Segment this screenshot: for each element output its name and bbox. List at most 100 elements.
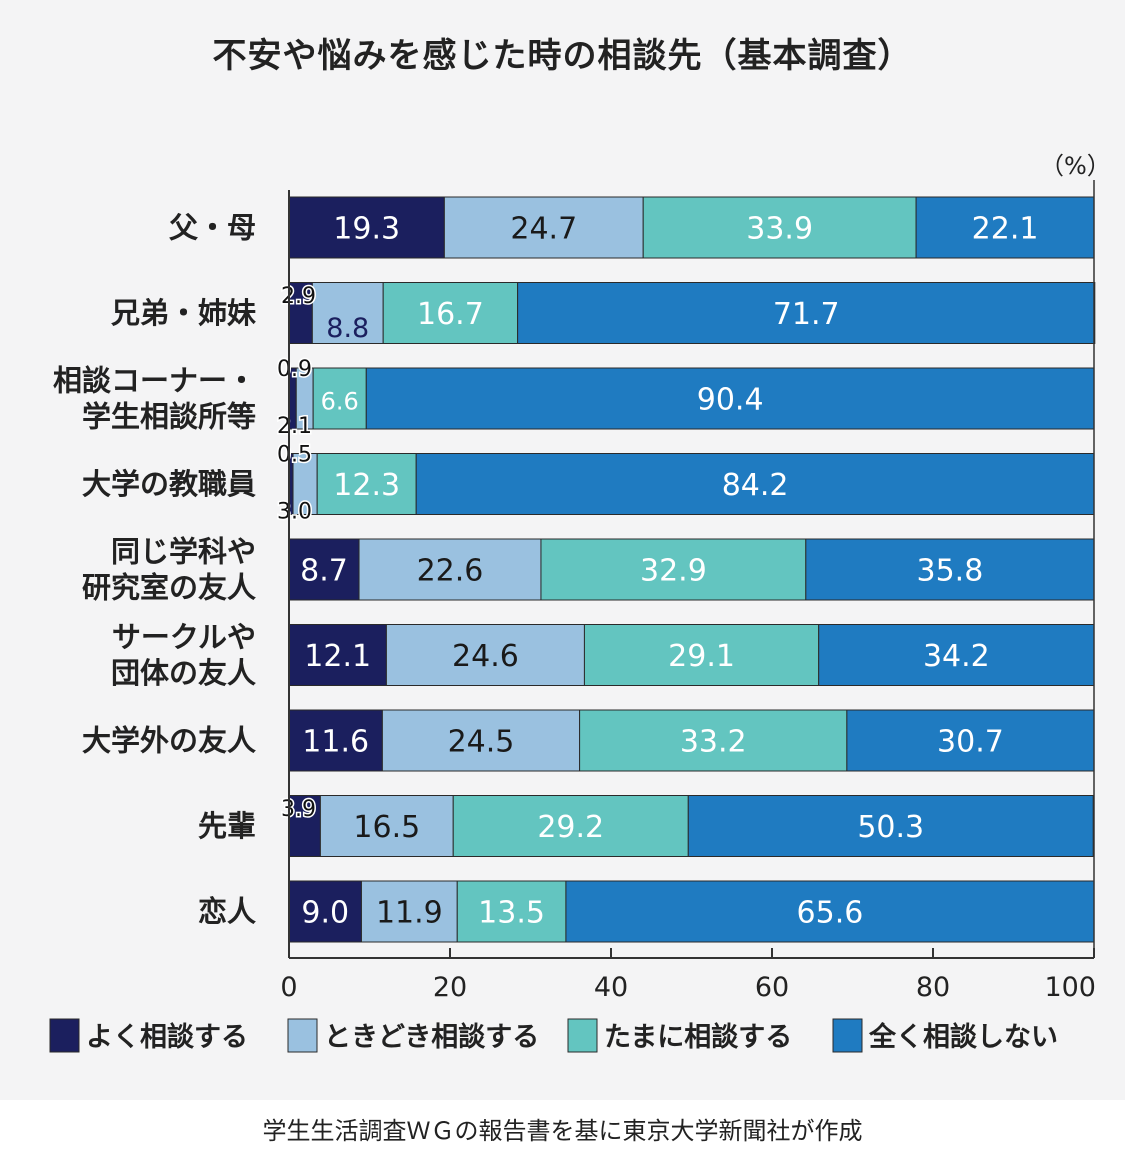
x-tick-label: 0 (280, 972, 297, 1003)
value-label: 33.9 (746, 212, 813, 247)
bar-segment (818, 624, 1095, 686)
x-tick-label: 80 (916, 972, 950, 1003)
legend-label: ときどき相談する (324, 1021, 539, 1053)
bar-segment (452, 795, 689, 857)
bar-segment (311, 282, 384, 344)
value-label: 65.6 (797, 896, 864, 931)
bar-segment (382, 282, 519, 344)
value-label: 24.5 (448, 725, 515, 760)
value-labels-layer: 19.3 24.7 33.9 22.1 2.9 8.8 16.7 71.7 0.9 2.1 6.6 9… (276, 212, 1039, 931)
bar-segment (583, 624, 820, 686)
value-label: 71.7 (773, 297, 840, 332)
value-label: 16.7 (417, 297, 484, 332)
value-label: 3.9 (281, 797, 316, 822)
unit-label: （%） (1040, 152, 1111, 180)
value-label: 34.2 (923, 639, 990, 674)
stacked-bar-chart: 19.3 24.7 33.9 22.1 2.9 8.8 16.7 71.7 0.9 2.1 6.6 9… (49, 180, 1096, 1053)
value-label: 35.8 (917, 554, 984, 589)
value-label: 9.0 (301, 896, 349, 931)
category-label: 学生相談所等 (82, 400, 256, 434)
bar-segment (443, 196, 644, 259)
source-note: 学生生活調査ＷＧの報告書を基に東京大学新聞社が作成 (262, 1117, 863, 1145)
value-label: 90.4 (697, 383, 764, 418)
category-label: 恋人 (198, 895, 256, 929)
bar-segment (358, 538, 542, 601)
bars-layer (288, 196, 1096, 943)
value-label: 0.9 (277, 357, 312, 382)
value-label: 22.6 (417, 554, 484, 589)
legend-label: たまに相談する (604, 1021, 792, 1053)
legend-swatch (287, 1018, 318, 1053)
category-labels-layer: 父・母兄弟・姉妹相談コーナー・学生相談所等大学の教職員同じ学科や研究室の友人サー… (53, 211, 256, 929)
bar-segment (288, 795, 321, 857)
value-label: 8.8 (326, 313, 369, 344)
bar-segment (579, 709, 848, 772)
legend-label: よく相談する (86, 1021, 248, 1053)
bar-segment (642, 196, 917, 259)
value-label: 11.9 (376, 896, 443, 931)
category-label: 先輩 (198, 809, 256, 843)
bar-segment (565, 880, 1095, 943)
bar-segment (288, 709, 383, 772)
value-label: 6.6 (321, 388, 359, 416)
x-tick-label: 100 (1044, 972, 1096, 1003)
bar-segment (365, 367, 1095, 430)
value-label: 12.3 (333, 468, 400, 503)
chart-title: 不安や悩みを感じた時の相談先（基本調査） (212, 36, 913, 76)
bar-segment (415, 453, 1095, 515)
x-axis: 0 20 40 60 80 100 (280, 180, 1096, 1003)
category-label: サークルや (112, 620, 256, 654)
category-label: 団体の友人 (111, 656, 256, 690)
bar-segment (288, 880, 362, 943)
bar-segment (517, 282, 1096, 344)
value-label: 16.5 (353, 810, 420, 845)
value-label: 3.0 (277, 500, 312, 525)
value-label: 8.7 (300, 554, 348, 589)
legend-swatch (567, 1018, 598, 1053)
value-label: 33.2 (680, 725, 747, 760)
value-label: 22.1 (972, 212, 1039, 247)
value-label: 29.1 (668, 639, 735, 674)
bar-segment (381, 709, 581, 772)
x-tick-label: 20 (433, 972, 467, 1003)
bar-segment (385, 624, 585, 686)
bar-segment (288, 538, 360, 601)
category-label: 大学の教職員 (82, 467, 256, 501)
x-tick-label: 40 (594, 972, 628, 1003)
x-tick-label: 60 (755, 972, 789, 1003)
bar-segment (687, 795, 1094, 857)
value-label: 2.9 (281, 284, 316, 309)
value-label: 2.1 (277, 414, 312, 439)
category-label: 兄弟・姉妹 (110, 296, 256, 330)
value-label: 30.7 (937, 725, 1004, 760)
bar-segment (846, 709, 1095, 772)
value-label: 32.9 (640, 554, 707, 589)
value-label: 13.5 (478, 896, 545, 931)
bar-segment (805, 538, 1095, 601)
bar-segment (456, 880, 567, 943)
legend-label: 全く相談しない (868, 1021, 1058, 1053)
value-label: 24.6 (452, 639, 519, 674)
category-label: 同じ学科や (111, 535, 256, 569)
value-label: 24.7 (510, 212, 577, 247)
bar-segment (288, 624, 387, 686)
bar-segment (319, 795, 454, 857)
bar-segment (540, 538, 807, 601)
legend-swatch (49, 1018, 80, 1053)
value-label: 19.3 (333, 212, 400, 247)
category-label: 研究室の友人 (82, 571, 256, 605)
legend-swatch (832, 1018, 863, 1053)
category-label: 父・母 (169, 211, 256, 245)
bar-segment (316, 453, 417, 515)
value-label: 12.1 (304, 639, 371, 674)
value-label: 84.2 (722, 468, 789, 503)
value-label: 50.3 (857, 810, 924, 845)
value-label: 29.2 (537, 810, 604, 845)
value-label: 0.5 (277, 443, 312, 468)
legend: よく相談する ときどき相談する たまに相談する 全く相談しない (49, 1018, 1058, 1053)
category-label: 大学外の友人 (82, 724, 256, 758)
bar-segment (915, 196, 1095, 259)
bar-segment (360, 880, 458, 943)
bar-segment (292, 453, 318, 515)
category-label: 相談コーナー・ (53, 364, 256, 398)
